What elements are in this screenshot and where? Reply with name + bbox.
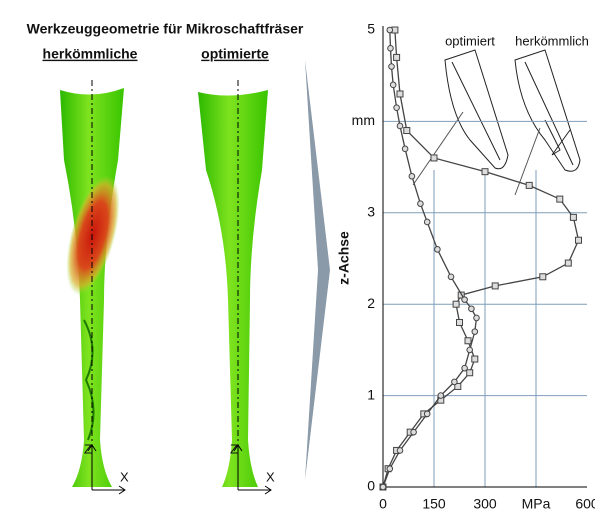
marker	[448, 274, 454, 280]
axis-glyph-label: X	[266, 469, 275, 484]
marker	[474, 315, 480, 321]
marker	[404, 128, 410, 134]
axis-glyph-label: Z	[84, 441, 92, 456]
marker	[540, 274, 546, 280]
tool-shape	[198, 90, 268, 487]
marker	[482, 169, 488, 175]
marker	[576, 237, 582, 243]
x-tick-label: 300	[473, 496, 497, 512]
y-tick-label: 0	[367, 478, 375, 494]
tool-label: optimierte	[201, 46, 269, 62]
y-tick-label: 5	[367, 21, 375, 37]
panel-title: Werkzeuggeometrie für Mikroschaftfräser	[27, 21, 304, 37]
marker	[472, 356, 478, 362]
marker	[388, 45, 394, 51]
marker	[411, 429, 417, 435]
marker	[431, 155, 437, 161]
annotation: optimiert	[445, 33, 495, 48]
marker	[467, 347, 473, 353]
marker	[462, 365, 468, 371]
marker	[570, 214, 576, 220]
marker	[424, 219, 430, 225]
y-tick-label: 3	[367, 204, 375, 220]
figure: Werkzeuggeometrie für Mikroschaftfräser …	[0, 0, 595, 513]
marker	[472, 329, 478, 335]
x-tick-label: 150	[422, 496, 446, 512]
leader-line	[413, 112, 463, 185]
marker	[453, 301, 459, 307]
marker	[380, 484, 386, 490]
marker	[438, 393, 444, 399]
marker	[397, 123, 403, 129]
marker	[397, 448, 403, 454]
marker	[424, 411, 430, 417]
marker	[457, 319, 463, 325]
marker	[402, 146, 408, 152]
transition-arrow	[305, 60, 330, 480]
series-line	[383, 30, 477, 487]
marker	[389, 64, 395, 70]
marker	[409, 173, 415, 179]
y-tick-label: 1	[367, 386, 375, 402]
stress-hotspot	[56, 169, 131, 300]
inset-sketch	[445, 50, 580, 171]
axis-glyph-label: X	[120, 469, 129, 484]
tool-label: herkömmliche	[43, 46, 138, 62]
marker	[469, 306, 475, 312]
marker	[390, 82, 396, 88]
marker	[565, 260, 571, 266]
marker	[435, 247, 441, 253]
marker	[467, 370, 473, 376]
marker	[394, 105, 400, 111]
marker	[397, 91, 403, 97]
marker	[526, 182, 532, 188]
annotation: herkömmlich	[515, 33, 589, 48]
x-tick-label: 600	[575, 496, 595, 512]
marker	[465, 338, 471, 344]
x-tick-label: MPa	[522, 496, 551, 512]
marker	[452, 379, 458, 385]
marker	[387, 27, 393, 33]
series-line	[383, 30, 579, 487]
marker	[387, 466, 393, 472]
x-tick-label: 0	[379, 496, 387, 512]
marker	[557, 196, 563, 202]
y-axis-label: z-Achse	[336, 231, 352, 285]
marker	[492, 283, 498, 289]
axis-glyph-label: Z	[230, 441, 238, 456]
y-tick-label: 2	[367, 295, 375, 311]
marker	[462, 297, 468, 303]
y-tick-label: mm	[352, 112, 375, 128]
marker	[394, 54, 400, 60]
marker	[418, 201, 424, 207]
